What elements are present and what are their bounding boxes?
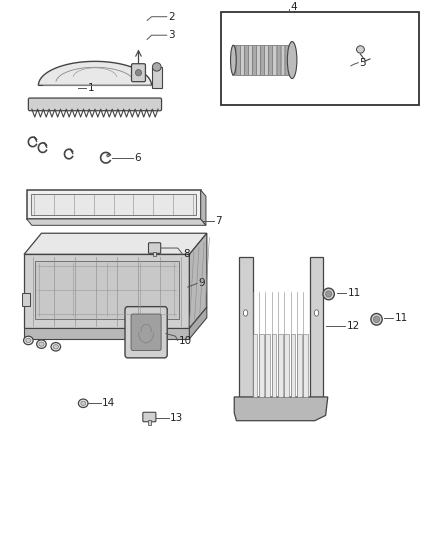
Ellipse shape (357, 46, 364, 53)
Ellipse shape (374, 316, 380, 322)
Ellipse shape (371, 313, 382, 325)
Text: 14: 14 (102, 398, 115, 408)
Text: 4: 4 (291, 2, 297, 12)
Bar (248, 45, 252, 75)
Ellipse shape (107, 154, 110, 157)
Bar (148, 420, 151, 425)
Polygon shape (24, 328, 189, 339)
Bar (27, 190, 201, 219)
FancyBboxPatch shape (131, 64, 145, 82)
Text: 6: 6 (134, 153, 141, 163)
Polygon shape (234, 397, 328, 421)
Text: 3: 3 (168, 30, 175, 40)
FancyBboxPatch shape (125, 306, 167, 358)
Bar (240, 45, 244, 75)
Polygon shape (189, 233, 207, 328)
FancyBboxPatch shape (131, 314, 161, 351)
Bar (276, 45, 280, 75)
Polygon shape (201, 190, 206, 225)
Bar (239, 257, 253, 397)
Bar (303, 334, 308, 397)
Bar (290, 334, 295, 397)
Ellipse shape (39, 342, 44, 346)
Polygon shape (189, 307, 207, 339)
Bar (265, 334, 270, 397)
Ellipse shape (26, 338, 31, 343)
Ellipse shape (37, 340, 46, 349)
Text: 11: 11 (394, 313, 408, 323)
Ellipse shape (287, 42, 297, 78)
Bar (272, 45, 276, 75)
Ellipse shape (325, 291, 332, 297)
Text: 9: 9 (198, 278, 205, 288)
Bar (259, 334, 264, 397)
Ellipse shape (152, 63, 161, 71)
Bar (253, 334, 257, 397)
Bar (152, 67, 162, 88)
Text: 2: 2 (168, 12, 175, 22)
Text: 11: 11 (347, 288, 360, 298)
Bar (232, 45, 236, 75)
Bar (31, 193, 196, 215)
Bar (22, 293, 30, 306)
Ellipse shape (244, 310, 248, 316)
FancyBboxPatch shape (143, 412, 156, 422)
Text: 10: 10 (179, 336, 192, 346)
Text: 12: 12 (346, 321, 360, 330)
FancyBboxPatch shape (28, 98, 162, 111)
Ellipse shape (51, 343, 60, 351)
Bar (281, 45, 284, 75)
Text: 5: 5 (360, 58, 366, 68)
Bar (236, 45, 240, 75)
Bar (260, 45, 264, 75)
Bar (252, 45, 256, 75)
Polygon shape (24, 254, 189, 328)
Bar (268, 45, 272, 75)
Ellipse shape (314, 310, 319, 316)
Text: 1: 1 (88, 83, 94, 93)
Bar (265, 45, 268, 75)
Ellipse shape (81, 401, 85, 406)
Ellipse shape (53, 345, 58, 349)
Bar (35, 261, 179, 319)
Bar (256, 45, 260, 75)
Ellipse shape (230, 45, 236, 75)
Bar (272, 334, 276, 397)
Polygon shape (39, 61, 152, 85)
Text: 8: 8 (184, 249, 190, 260)
Ellipse shape (323, 288, 334, 300)
Bar (285, 45, 288, 75)
Polygon shape (27, 219, 206, 225)
Text: 13: 13 (170, 413, 184, 423)
Bar (284, 334, 289, 397)
Bar (297, 334, 302, 397)
Bar (221, 12, 419, 105)
Text: 7: 7 (215, 216, 222, 226)
Bar (310, 257, 323, 397)
Bar (278, 334, 283, 397)
Ellipse shape (24, 336, 33, 345)
Bar (244, 45, 247, 75)
Bar (153, 252, 156, 256)
Ellipse shape (78, 399, 88, 408)
Ellipse shape (135, 69, 141, 76)
Polygon shape (24, 233, 207, 254)
FancyBboxPatch shape (148, 243, 161, 253)
